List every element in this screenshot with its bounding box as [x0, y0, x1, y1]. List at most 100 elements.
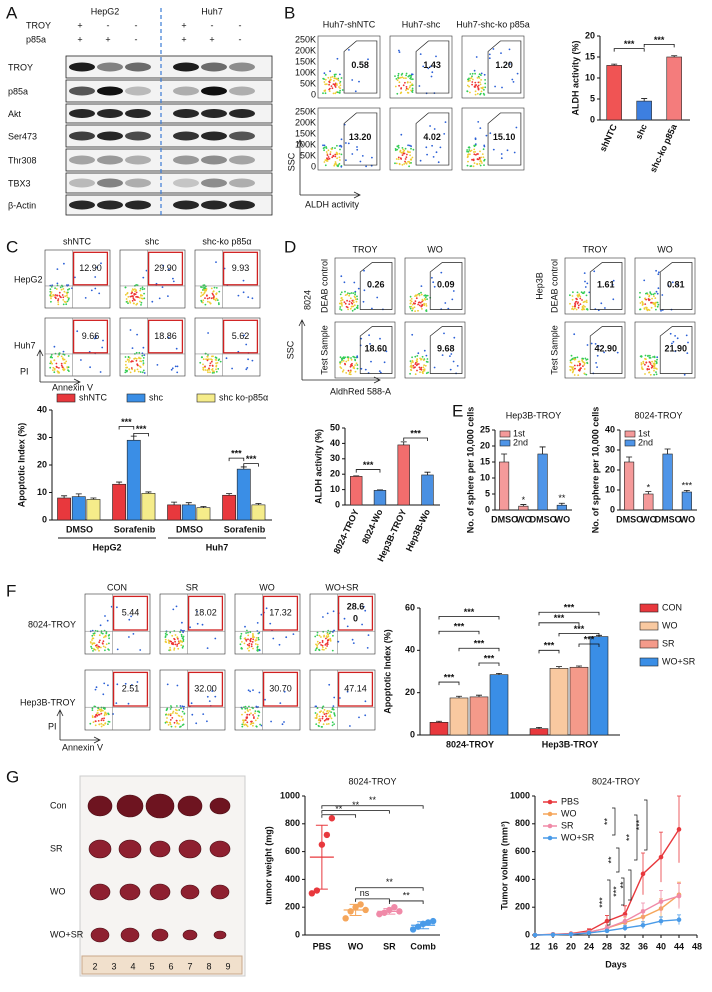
event-dot — [135, 351, 138, 354]
bar — [449, 697, 469, 736]
blot-band-label: Thr308 — [8, 155, 37, 165]
event-dot — [345, 360, 348, 363]
event-dot — [409, 85, 411, 87]
blot-band — [173, 178, 199, 188]
event-dot — [356, 364, 359, 366]
tumor — [210, 884, 230, 900]
event-dot — [246, 367, 249, 369]
event-dot — [231, 367, 234, 370]
event-dot — [467, 150, 470, 153]
blot-band-label: p85a — [8, 86, 28, 96]
event-dot — [585, 359, 588, 361]
point — [586, 930, 592, 936]
event-dot — [336, 152, 338, 155]
event-dot — [327, 635, 330, 638]
event-dot — [204, 365, 206, 368]
bar — [181, 504, 196, 521]
event-dot — [431, 276, 433, 279]
event-dot — [585, 299, 588, 302]
blot-band — [173, 155, 199, 165]
event-dot — [339, 84, 342, 87]
event-dot — [656, 356, 659, 359]
error-bar — [400, 441, 407, 445]
gate-value: 21.90 — [665, 343, 688, 353]
event-dot — [166, 633, 168, 636]
event-dot — [345, 305, 348, 308]
event-dot — [341, 357, 344, 360]
event-dot — [202, 358, 205, 361]
event-dot — [477, 153, 479, 155]
event-dot — [136, 368, 139, 371]
event-dot — [411, 91, 414, 93]
event-dot — [346, 625, 349, 628]
event-dot — [340, 299, 342, 302]
blot-frame — [65, 79, 273, 103]
event-dot — [131, 290, 133, 293]
event-dot — [135, 357, 138, 360]
event-dot — [141, 371, 144, 374]
event-dot — [656, 305, 659, 308]
event-dot — [352, 292, 355, 294]
event-dot — [417, 301, 420, 304]
blot-band — [97, 109, 123, 118]
x-tick-label: 28 — [602, 941, 612, 951]
event-dot — [641, 300, 643, 303]
event-dot — [206, 647, 209, 649]
x-tick-label: WO — [348, 941, 364, 951]
event-dot — [422, 65, 425, 68]
event-dot — [241, 713, 243, 716]
bar — [71, 496, 86, 521]
event-dot — [376, 296, 379, 299]
significance-bracket — [243, 463, 259, 467]
event-dot — [433, 366, 436, 369]
event-dot — [244, 719, 247, 721]
event-dot — [321, 648, 324, 651]
flow-frame — [194, 249, 261, 309]
event-dot — [260, 613, 263, 616]
event-dot — [466, 149, 468, 151]
event-dot — [257, 710, 259, 713]
event-dot — [102, 724, 105, 727]
event-dot — [333, 83, 336, 86]
significance-label: *** — [554, 613, 565, 623]
error-bar — [240, 466, 247, 470]
event-dot — [94, 724, 97, 727]
event-dot — [128, 618, 131, 621]
bar — [429, 721, 449, 736]
event-dot — [98, 709, 101, 711]
event-dot — [488, 53, 491, 56]
event-dot — [350, 358, 353, 361]
significance-bracket — [388, 900, 424, 904]
x-tick-label: 8024-TROY — [446, 739, 494, 749]
blot-frame — [65, 148, 273, 172]
bar — [397, 444, 410, 506]
event-dot — [67, 291, 69, 294]
event-dot — [420, 293, 423, 296]
legend-swatch — [499, 430, 511, 438]
event-dot — [62, 350, 65, 353]
x-tick-label: DMSO — [491, 514, 518, 524]
gate — [187, 595, 224, 631]
event-dot — [444, 121, 447, 123]
photo-row-label: SR — [50, 843, 63, 853]
point — [676, 827, 682, 832]
significance-label: *** — [246, 454, 257, 464]
y-tick-label: 60 — [405, 602, 415, 612]
event-dot — [52, 366, 55, 369]
event-dot — [323, 72, 326, 75]
event-dot — [413, 306, 416, 309]
event-dot — [466, 90, 469, 92]
event-dot — [479, 164, 482, 167]
x-tick-label: WO — [641, 514, 657, 524]
event-dot — [345, 142, 347, 144]
event-dot — [328, 710, 331, 712]
event-dot — [348, 294, 350, 297]
y-tick-label: 10 — [605, 484, 615, 494]
event-dot — [422, 299, 425, 302]
event-dot — [215, 362, 218, 365]
blot-sign: + — [209, 34, 214, 44]
event-dot — [612, 298, 615, 301]
event-dot — [473, 162, 476, 165]
blot-band — [201, 178, 227, 188]
x-tick-label: Sorafenib — [114, 524, 156, 534]
